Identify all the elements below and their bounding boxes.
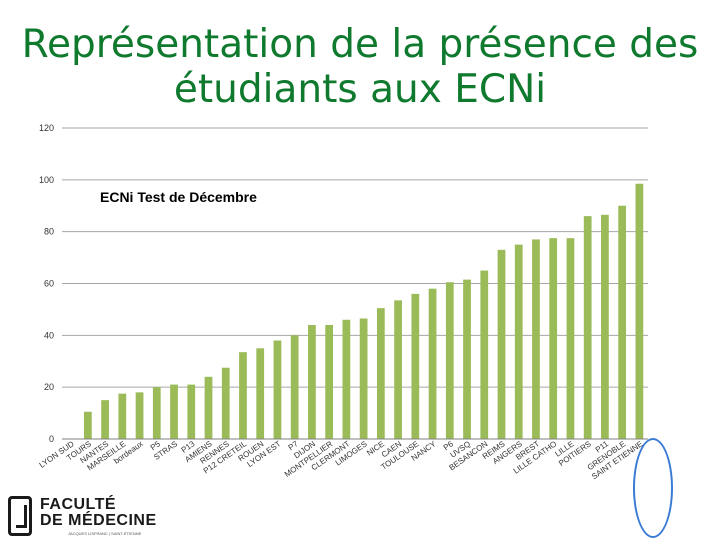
bar bbox=[376, 308, 385, 439]
y-tick-label: 0 bbox=[49, 434, 54, 444]
chart-title: ECNi Test de Décembre bbox=[100, 189, 257, 205]
faculty-logo: FACULTÉ DE MÉDECINE JACQUES LISFRANC | S… bbox=[8, 496, 178, 540]
faculty-logo-icon bbox=[8, 496, 32, 536]
bar bbox=[187, 384, 196, 439]
bar bbox=[514, 244, 523, 439]
bar bbox=[152, 387, 161, 439]
slide-title: Représentation de la présence des étudia… bbox=[0, 22, 720, 112]
logo-text-line2: DE MÉDECINE bbox=[40, 512, 157, 529]
bar bbox=[359, 318, 368, 439]
bar bbox=[618, 205, 627, 439]
y-tick-label: 20 bbox=[44, 382, 54, 392]
slide-title-line2: étudiants aux ECNi bbox=[173, 67, 547, 112]
bar bbox=[394, 300, 402, 439]
y-tick-label: 80 bbox=[44, 227, 54, 237]
y-tick-label: 100 bbox=[39, 175, 54, 185]
bar bbox=[101, 400, 109, 439]
y-tick-label: 120 bbox=[39, 123, 54, 133]
bar bbox=[635, 183, 644, 439]
bar bbox=[118, 393, 127, 439]
bar bbox=[290, 335, 299, 439]
bar bbox=[135, 392, 144, 439]
bar bbox=[428, 288, 437, 439]
bar bbox=[549, 238, 558, 439]
bar bbox=[308, 324, 316, 439]
bar bbox=[170, 384, 178, 439]
slide-title-line1: Représentation de la présence des bbox=[21, 22, 699, 67]
bar bbox=[221, 367, 230, 439]
bar bbox=[463, 279, 471, 439]
bar bbox=[83, 411, 92, 439]
highlight-ellipse bbox=[633, 438, 673, 538]
bar bbox=[497, 249, 506, 439]
bar bbox=[583, 216, 592, 439]
bar bbox=[480, 270, 489, 439]
y-tick-label: 60 bbox=[44, 279, 54, 289]
bar bbox=[532, 239, 540, 439]
logo-text-line3: JACQUES LISFRANC | SAINT-ÉTIENNE bbox=[68, 531, 142, 536]
bar bbox=[566, 238, 575, 439]
bar bbox=[325, 324, 334, 439]
bar bbox=[342, 319, 351, 439]
bar bbox=[256, 348, 265, 439]
logo-text-line1: FACULTÉ bbox=[40, 496, 117, 513]
bar bbox=[204, 376, 213, 439]
bar bbox=[445, 282, 454, 439]
bar bbox=[601, 214, 609, 439]
y-tick-label: 40 bbox=[44, 330, 54, 340]
bar bbox=[273, 340, 282, 439]
bar bbox=[411, 293, 420, 439]
bar bbox=[239, 352, 247, 439]
